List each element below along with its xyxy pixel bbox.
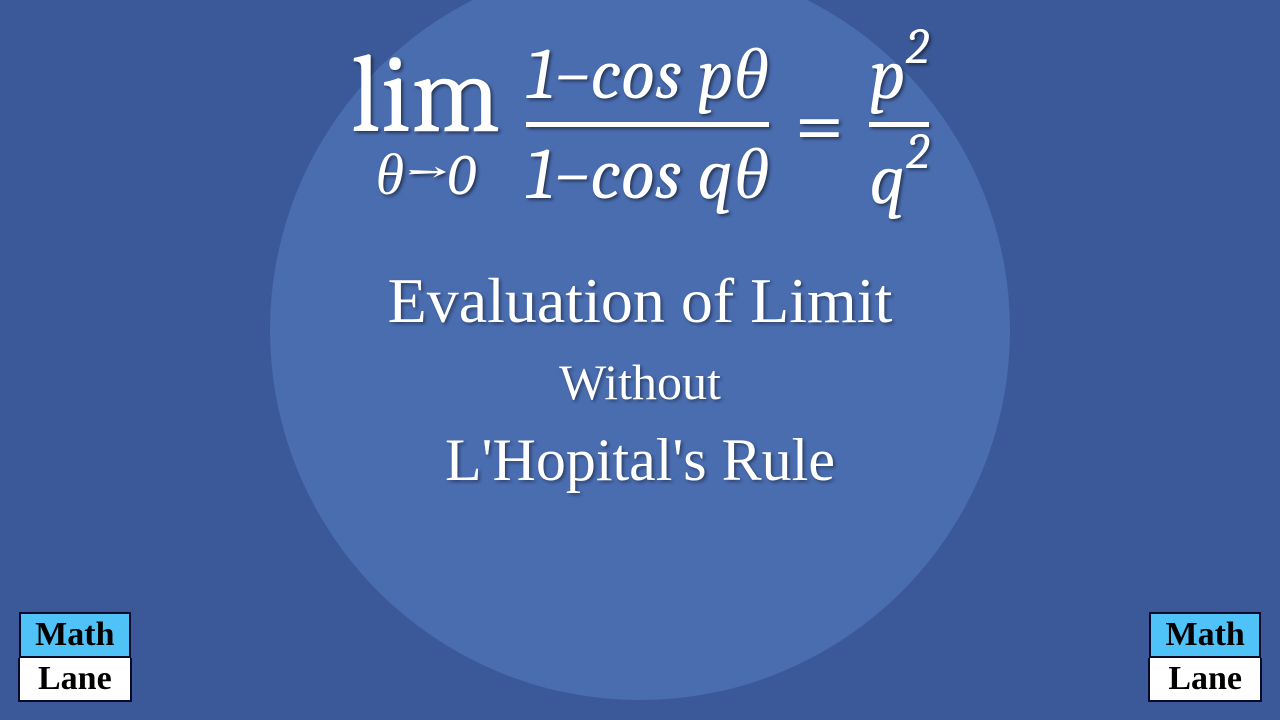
caption-line-1: Evaluation of Limit [388,264,893,338]
lim-text: lim [351,41,501,151]
result-num-exp: 2 [906,18,929,76]
limit-operator: lim θ→0 [351,41,501,209]
main-fraction: 1−cos pθ 1−cos qθ [526,35,770,214]
lim-subscript: θ→0 [376,141,476,209]
logo-top-text: Math [1149,612,1260,658]
numerator: 1−cos pθ [526,35,769,114]
logo-left: Math Lane [18,612,132,702]
logo-bottom-text: Lane [18,658,132,702]
logo-top-text: Math [19,612,130,658]
result-numerator: p2 [870,30,929,114]
result-denominator: q2 [869,135,929,219]
denominator: 1−cos qθ [526,135,770,214]
result-num-base: p [870,33,906,116]
equals-sign: = [794,73,844,177]
result-den-exp: 2 [906,123,929,181]
caption-line-3: L'Hopital's Rule [445,426,835,495]
fraction-bar [526,122,770,127]
limit-equation: lim θ→0 1−cos pθ 1−cos qθ = p2 q2 [351,30,929,219]
main-content: lim θ→0 1−cos pθ 1−cos qθ = p2 q2 Evalua… [0,0,1280,720]
logo-right: Math Lane [1148,612,1262,702]
result-fraction: p2 q2 [869,30,929,219]
logo-bottom-text: Lane [1148,658,1262,702]
caption-line-2: Without [559,353,721,411]
result-den-base: q [869,138,906,221]
